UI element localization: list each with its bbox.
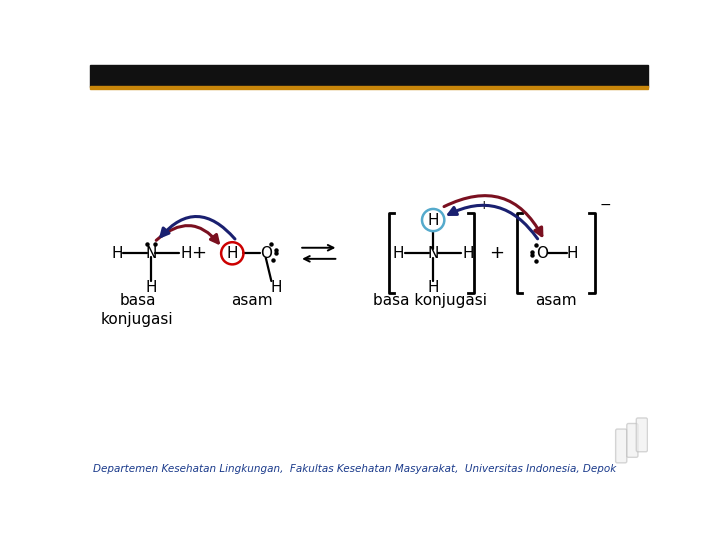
Text: H: H bbox=[567, 246, 578, 261]
Text: asam: asam bbox=[231, 293, 273, 308]
Text: H: H bbox=[393, 246, 405, 261]
FancyBboxPatch shape bbox=[627, 423, 638, 457]
FancyArrowPatch shape bbox=[161, 217, 235, 239]
Text: O: O bbox=[260, 246, 271, 261]
Text: +: + bbox=[489, 244, 504, 262]
FancyBboxPatch shape bbox=[636, 418, 647, 452]
Text: Departemen Kesehatan Lingkungan,  Fakultas Kesehatan Masyarakat,  Universitas In: Departemen Kesehatan Lingkungan, Fakulta… bbox=[93, 464, 616, 474]
Text: H: H bbox=[227, 246, 238, 261]
Bar bbox=[90, 85, 648, 89]
Text: H: H bbox=[428, 280, 439, 295]
Text: O: O bbox=[536, 246, 548, 261]
Text: +: + bbox=[478, 199, 489, 212]
Text: asam: asam bbox=[535, 293, 577, 308]
FancyBboxPatch shape bbox=[616, 429, 627, 463]
Bar bbox=[90, 65, 648, 87]
FancyArrowPatch shape bbox=[444, 195, 542, 235]
Text: −: − bbox=[600, 198, 611, 212]
Text: H: H bbox=[462, 246, 474, 261]
Text: +: + bbox=[192, 244, 207, 262]
FancyArrowPatch shape bbox=[156, 226, 218, 243]
Text: N: N bbox=[428, 246, 439, 261]
Text: H: H bbox=[270, 280, 282, 295]
Text: H: H bbox=[180, 246, 192, 261]
Text: basa
konjugasi: basa konjugasi bbox=[101, 293, 174, 327]
Text: H: H bbox=[145, 280, 157, 295]
Text: basa konjugasi: basa konjugasi bbox=[374, 293, 487, 308]
Text: N: N bbox=[145, 246, 157, 261]
Text: H: H bbox=[111, 246, 122, 261]
Text: H: H bbox=[428, 213, 439, 227]
FancyArrowPatch shape bbox=[449, 205, 538, 239]
